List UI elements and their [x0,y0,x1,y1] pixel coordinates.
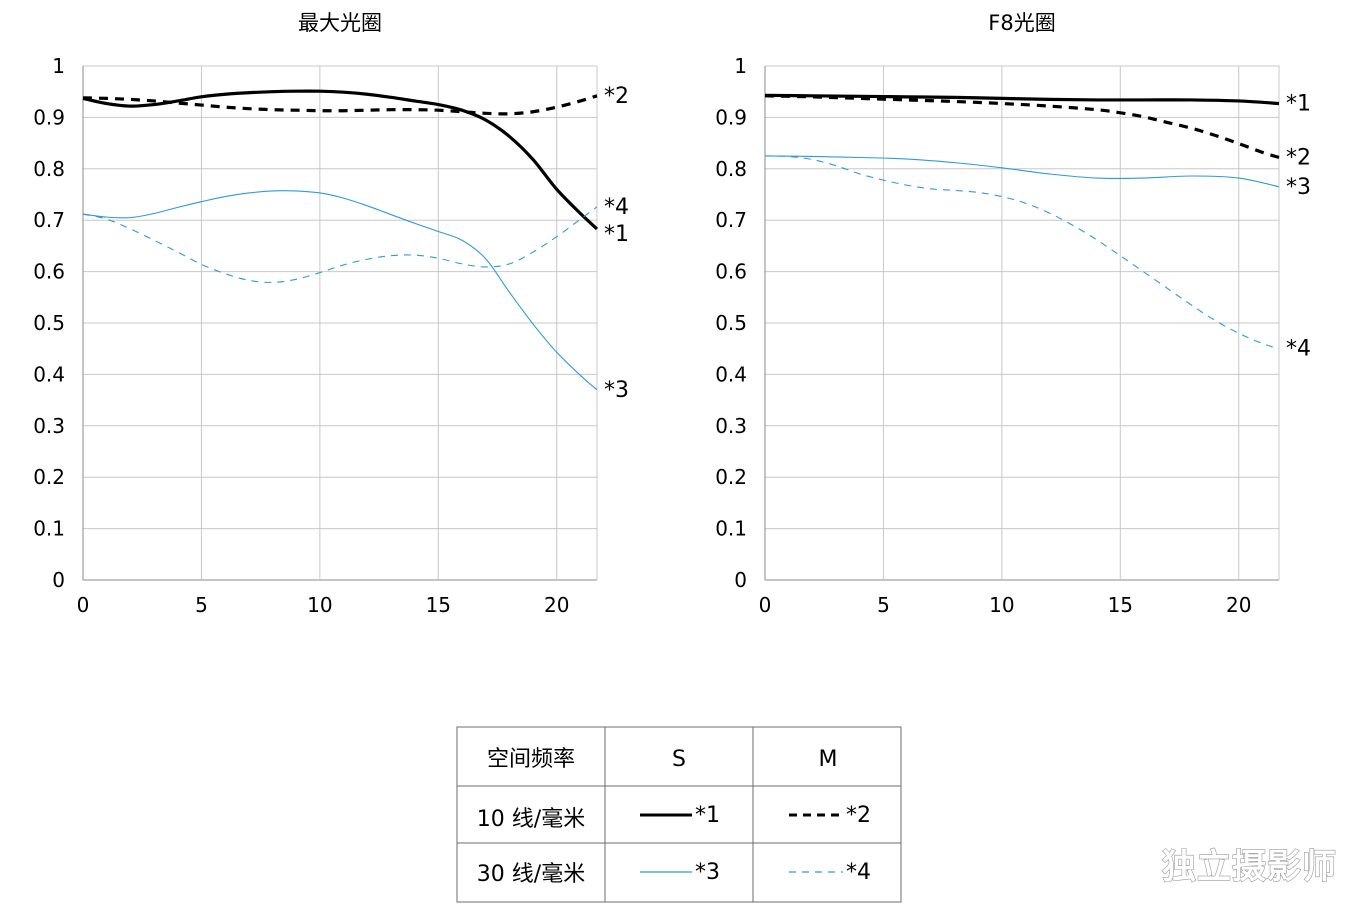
watermark: 独立摄影师 [1162,847,1337,887]
y-tick-label: 0.8 [33,157,65,181]
chart-title: F8光圈 [988,11,1055,35]
y-tick-label: 0.2 [33,465,65,489]
y-tick-label: 1 [52,54,65,78]
y-tick-label: 1 [734,54,747,78]
x-tick-label: 0 [759,593,772,617]
y-tick-label: 0.6 [33,260,65,284]
series-end-label: *4 [604,195,629,220]
series-end-label: *1 [1286,92,1311,117]
x-tick-label: 5 [877,593,890,617]
x-tick-label: 15 [426,593,451,617]
legend-swatch-label: *1 [695,803,720,828]
y-tick-label: 0.1 [715,517,747,541]
series-line-2 [764,94,1280,160]
y-tick-label: 0.5 [715,311,747,335]
series-end-label: *3 [1286,175,1311,200]
x-tick-label: 20 [1226,593,1251,617]
y-tick-label: 0.7 [715,208,747,232]
x-tick-label: 0 [77,593,90,617]
y-tick-label: 0.2 [715,465,747,489]
legend-table: 空间频率 S M 10 线/毫米 *1 *2 30 线/毫米 *3 *4 [456,726,902,903]
y-tick-label: 0.7 [33,208,65,232]
y-tick-label: 0.9 [715,105,747,129]
legend-swatch-label: *4 [846,860,871,885]
legend-header-meridional: M [819,747,838,772]
series-line-4 [764,155,1280,350]
y-tick-label: 0.1 [33,517,65,541]
legend-swatch-label: *2 [846,803,871,828]
y-tick-label: 0.8 [715,157,747,181]
legend-row-label-10lpmm: 10 线/毫米 [477,807,585,832]
y-tick-label: 0.9 [33,105,65,129]
legend-header-frequency: 空间频率 [487,747,575,772]
legend-swatch-label: *3 [695,860,720,885]
x-tick-label: 10 [307,593,332,617]
series-end-label: *2 [604,84,629,109]
series-end-label: *3 [604,378,629,403]
chart-title: 最大光圈 [298,11,382,35]
y-tick-label: 0.3 [33,414,65,438]
y-tick-label: 0 [52,568,65,592]
legend-row-label-30lpmm: 30 线/毫米 [477,862,585,887]
series-line-1 [764,93,1280,106]
series-end-label: *4 [1286,337,1311,362]
y-tick-label: 0.5 [33,311,65,335]
y-tick-label: 0.3 [715,414,747,438]
series-end-label: *2 [1286,145,1311,170]
series-end-label: *1 [604,222,629,247]
y-tick-label: 0.4 [715,362,747,386]
x-tick-label: 20 [544,593,569,617]
x-tick-label: 15 [1108,593,1133,617]
y-tick-label: 0.4 [33,362,65,386]
x-tick-label: 5 [195,593,208,617]
y-tick-label: 0.6 [715,260,747,284]
series-line-2 [82,94,598,116]
series-line-3 [764,155,1280,188]
x-tick-label: 10 [989,593,1014,617]
series-line-4 [82,206,598,283]
y-tick-label: 0 [734,568,747,592]
series-line-3 [82,190,598,391]
legend-header-sagittal: S [672,747,686,772]
